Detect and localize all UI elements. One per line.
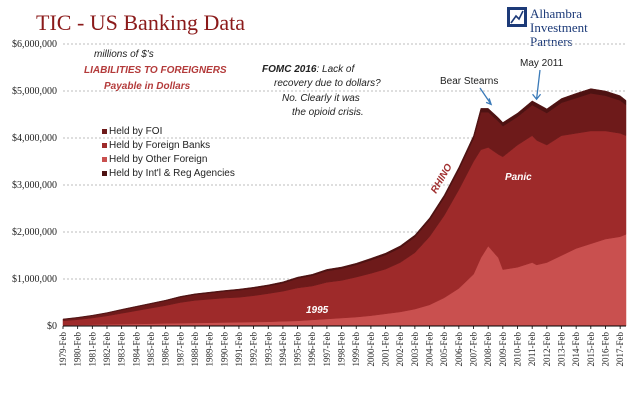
x-tick-label: 2012-Feb (542, 332, 552, 367)
annotation-1995: 1995 (306, 305, 329, 316)
legend-swatch-intl-agencies (102, 171, 107, 176)
x-tick-label: 2010-Feb (513, 332, 523, 367)
fomc-line-2: recovery due to dollars? (274, 78, 381, 89)
x-tick-label: 2003-Feb (410, 332, 420, 367)
x-tick-label: 1994-Feb (278, 332, 288, 367)
logo: Alhambra Investment Partners (507, 6, 588, 49)
fomc-line-1: FOMC 2016: Lack of (262, 64, 355, 75)
annotation-bear-stearns: Bear Stearns (440, 76, 498, 87)
legend-label-foreign-banks: Held by Foreign Banks (109, 140, 210, 151)
y-tick-label: $6,000,000 (12, 39, 57, 50)
y-tick-label: $0 (47, 321, 57, 332)
logo-line-3: Partners (530, 34, 573, 49)
y-tick-label: $2,000,000 (12, 227, 57, 238)
x-tick-label: 1998-Feb (337, 332, 347, 367)
x-tick-label: 1980-Feb (73, 332, 83, 367)
subtitle-line-2: LIABILITIES TO FOREIGNERS (84, 65, 227, 76)
x-tick-label: 1990-Feb (219, 332, 229, 367)
x-tick-label: 2009-Feb (498, 332, 508, 367)
logo-line-2: Investment (530, 20, 588, 35)
logo-emblem (507, 7, 527, 27)
subtitle: millions of $'s LIABILITIES TO FOREIGNER… (84, 49, 227, 92)
x-tick-label: 2016-Feb (600, 332, 610, 367)
x-tick-label: 1979-Feb (58, 332, 68, 367)
x-axis-ticks: 1979-Feb 1980-Feb 1981-Feb 1982-Feb 1983-Feb… (58, 326, 625, 367)
y-tick-label: $5,000,000 (12, 86, 57, 97)
legend: Held by FOI Held by Foreign Banks Held b… (102, 126, 235, 179)
y-tick-label: $3,000,000 (12, 180, 57, 191)
y-axis-ticks: $0 $1,000,000 $2,000,000 $3,000,000 $4,000,0… (12, 39, 57, 332)
legend-label-intl-agencies: Held by Int'l & Reg Agencies (109, 168, 235, 179)
logo-line-1: Alhambra (530, 6, 582, 21)
x-tick-label: 1983-Feb (117, 332, 127, 367)
may-2011-arrow (532, 69, 542, 101)
x-tick-label: 1987-Feb (175, 332, 185, 367)
x-tick-label: 2008-Feb (483, 332, 493, 367)
x-tick-label: 1988-Feb (190, 332, 200, 367)
legend-label-other-foreign: Held by Other Foreign (109, 154, 207, 165)
x-tick-label: 2001-Feb (381, 332, 391, 367)
x-tick-label: 1999-Feb (351, 332, 361, 367)
y-tick-label: $4,000,000 (12, 133, 57, 144)
legend-swatch-foreign-banks (102, 143, 107, 148)
x-tick-label: 2004-Feb (425, 332, 435, 367)
x-tick-label: 2002-Feb (395, 332, 405, 367)
x-tick-label: 1989-Feb (205, 332, 215, 367)
x-tick-label: 1992-Feb (249, 332, 259, 367)
x-tick-label: 2006-Feb (454, 332, 464, 367)
x-tick-label: 2017-Feb (615, 332, 625, 367)
x-tick-label: 2013-Feb (556, 332, 566, 367)
annotation-fomc: FOMC 2016: Lack of recovery due to dolla… (262, 64, 381, 118)
annotation-may-2011: May 2011 (520, 58, 564, 69)
legend-swatch-foi (102, 129, 107, 134)
x-tick-label: 1982-Feb (102, 332, 112, 367)
area-series (62, 88, 627, 320)
x-tick-label: 2014-Feb (571, 332, 581, 367)
annotation-panic: Panic (505, 172, 532, 183)
chart-title: TIC - US Banking Data (36, 10, 245, 35)
y-tick-label: $1,000,000 (12, 274, 57, 285)
fomc-line-4: the opioid crisis. (292, 107, 364, 118)
legend-swatch-other-foreign (102, 157, 107, 162)
x-tick-label: 1991-Feb (234, 332, 244, 367)
legend-label-foi: Held by FOI (109, 126, 162, 137)
stacked-areas (62, 88, 627, 327)
x-tick-label: 2011-Feb (527, 332, 537, 367)
x-tick-label: 1985-Feb (146, 332, 156, 367)
x-tick-label: 2005-Feb (439, 332, 449, 367)
fomc-line-3: No. Clearly it was (282, 93, 360, 104)
x-tick-label: 2015-Feb (586, 332, 596, 367)
x-tick-label: 2000-Feb (366, 332, 376, 367)
x-tick-label: 2007-Feb (469, 332, 479, 367)
x-tick-label: 1986-Feb (161, 332, 171, 367)
x-tick-label: 1996-Feb (307, 332, 317, 367)
x-tick-label: 1981-Feb (87, 332, 97, 367)
x-tick-label: 1984-Feb (131, 332, 141, 367)
bear-stearns-arrow (479, 87, 493, 106)
x-tick-label: 1993-Feb (263, 332, 273, 367)
x-tick-label: 1995-Feb (293, 332, 303, 367)
subtitle-line-3: Payable in Dollars (104, 81, 191, 92)
subtitle-line-1: millions of $'s (94, 49, 154, 60)
x-tick-label: 1997-Feb (322, 332, 332, 367)
